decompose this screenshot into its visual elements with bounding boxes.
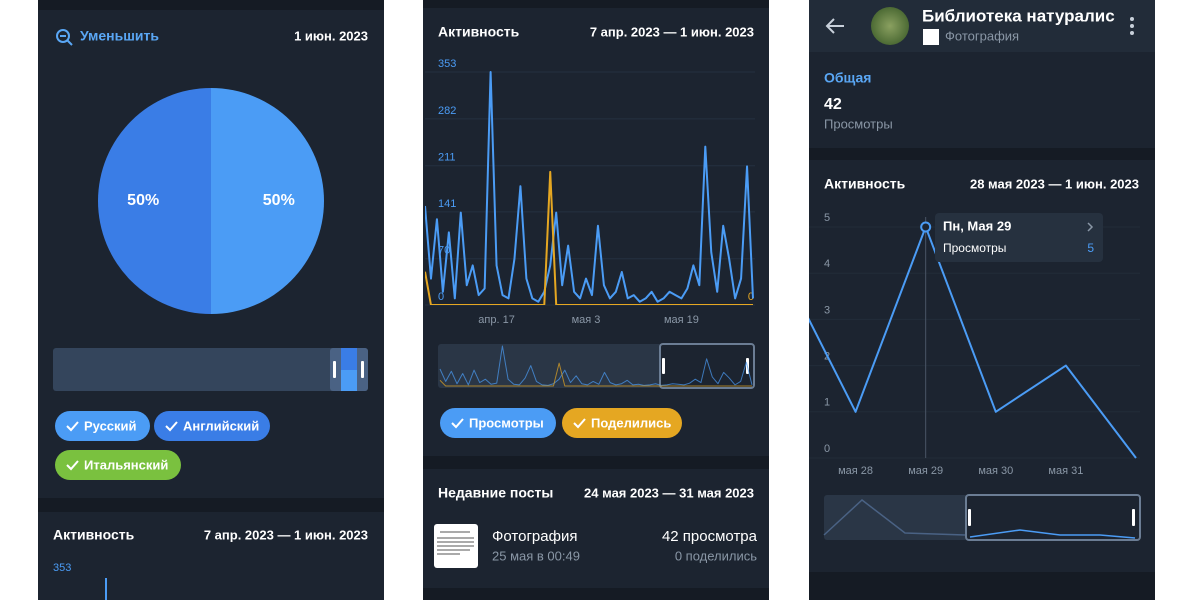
y-tick-label: 3	[824, 304, 830, 316]
x-tick-label: мая 28	[838, 465, 873, 477]
divider	[423, 456, 769, 469]
section-title: Активность	[824, 176, 906, 192]
y-tick-label: 141	[438, 198, 456, 210]
y-tick-label: 353	[53, 562, 71, 574]
section-title: Активность	[53, 527, 135, 543]
tooltip-value: 5	[1087, 241, 1094, 255]
minimap-window[interactable]	[659, 343, 755, 389]
thumbnail-text	[437, 531, 474, 555]
divider	[38, 0, 384, 10]
x-tick-label: апр. 17	[478, 314, 515, 326]
y-tick-label: 4	[824, 258, 830, 270]
x-tick-label: мая 29	[908, 465, 943, 477]
check-icon	[451, 418, 464, 429]
legend-chip[interactable]	[55, 411, 150, 441]
check-icon	[66, 421, 79, 432]
channel-title: Библиотека натуралис	[922, 6, 1115, 25]
selected-point	[920, 221, 932, 233]
slider-handle[interactable]	[662, 358, 665, 374]
pie-slice	[211, 88, 324, 314]
slider-handle[interactable]	[1132, 509, 1135, 526]
slider-handle[interactable]	[968, 509, 971, 526]
avatar[interactable]	[871, 7, 909, 45]
pie-slice	[98, 88, 211, 314]
zoom-icon[interactable]	[56, 29, 73, 46]
x-tick-label: мая 3	[572, 314, 601, 326]
date-range: 7 апр. 2023 — 1 июн. 2023	[590, 24, 754, 39]
legend-chip[interactable]	[55, 450, 181, 480]
divider	[809, 148, 1155, 160]
date-range: 7 апр. 2023 — 1 июн. 2023	[204, 527, 368, 542]
minimap-preview	[969, 529, 1136, 539]
legend-label: Поделились	[591, 415, 671, 430]
slice-label: 50%	[127, 192, 159, 209]
divider	[809, 572, 1155, 600]
legend-chip[interactable]	[440, 408, 556, 438]
legend-label: Английский	[183, 418, 259, 433]
y-tick-label: 5	[824, 212, 830, 224]
minimap-line	[439, 362, 752, 387]
stat-value: 42	[824, 96, 842, 113]
x-tick-label: мая 30	[978, 465, 1013, 477]
slider-handle[interactable]	[361, 361, 364, 378]
zoom-out-button[interactable]: Уменьшить	[80, 28, 159, 44]
panel	[423, 0, 769, 600]
y-tick-label: 1	[824, 397, 830, 409]
post-date: 25 мая в 00:49	[492, 548, 580, 563]
post-title: Фотография	[492, 528, 577, 545]
date: 1 июн. 2023	[294, 28, 368, 43]
legend-chip[interactable]	[154, 411, 270, 441]
minimap-preview	[823, 499, 966, 536]
series-line	[425, 71, 754, 303]
legend-label: Итальянский	[84, 457, 168, 472]
slider-handle[interactable]	[333, 361, 336, 378]
minimap-window[interactable]	[965, 494, 1141, 541]
channel-subtitle: Фотография	[945, 28, 1019, 43]
y-tick-label: 0	[438, 291, 444, 303]
range-slider[interactable]	[53, 348, 368, 391]
y-tick-label: 282	[438, 105, 456, 117]
x-tick-label: мая 31	[1048, 465, 1083, 477]
y-tick-label: 70	[438, 245, 450, 257]
check-icon	[573, 418, 586, 429]
slice-label: 50%	[263, 192, 295, 209]
stat-label: Просмотры	[824, 116, 893, 131]
y-tick-label: 353	[438, 58, 456, 70]
back-arrow[interactable]	[825, 18, 844, 34]
section-title: Недавние посты	[438, 485, 553, 501]
tooltip-title: Пн, Мая 29	[943, 218, 1011, 233]
date-range: 24 мая 2023 — 31 мая 2023	[584, 485, 754, 500]
tooltip-series: Просмотры	[943, 241, 1006, 255]
tooltip[interactable]	[935, 213, 1103, 262]
app-bar	[809, 0, 1155, 52]
date-range: 28 мая 2023 — 1 июн. 2023	[970, 176, 1139, 191]
y2-tick-label: 0	[748, 291, 754, 303]
legend-chip[interactable]	[562, 408, 682, 438]
post-shares: 0 поделились	[675, 548, 757, 563]
divider	[423, 0, 769, 8]
minimap-line	[439, 345, 753, 386]
menu-button[interactable]	[1130, 17, 1134, 35]
legend-label: Просмотры	[469, 415, 544, 430]
y-tick-label: 0	[824, 443, 830, 455]
section-title: Активность	[438, 24, 520, 40]
check-icon	[165, 421, 178, 432]
section-title: Общая	[824, 70, 871, 86]
x-tick-label: мая 19	[664, 314, 699, 326]
tooltip-arrow	[1087, 222, 1094, 232]
y-tick-label: 211	[438, 152, 456, 164]
divider	[38, 498, 384, 512]
legend-label: Русский	[84, 418, 137, 433]
series-line	[809, 226, 1137, 459]
divider	[423, 588, 769, 600]
post-icon	[923, 29, 939, 45]
post-views: 42 просмотра	[662, 528, 758, 545]
check-icon	[66, 460, 79, 471]
slider-fill	[341, 348, 357, 370]
